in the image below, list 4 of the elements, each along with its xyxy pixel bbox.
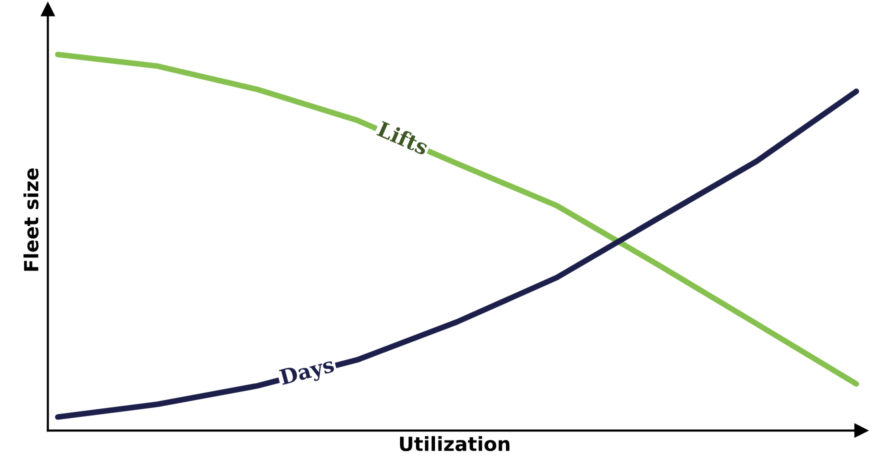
text: Days [279, 356, 336, 390]
x-axis-title: Utilization [400, 436, 510, 452]
y-axis-title: Fleet size [23, 168, 39, 271]
text: Lifts [376, 120, 430, 156]
